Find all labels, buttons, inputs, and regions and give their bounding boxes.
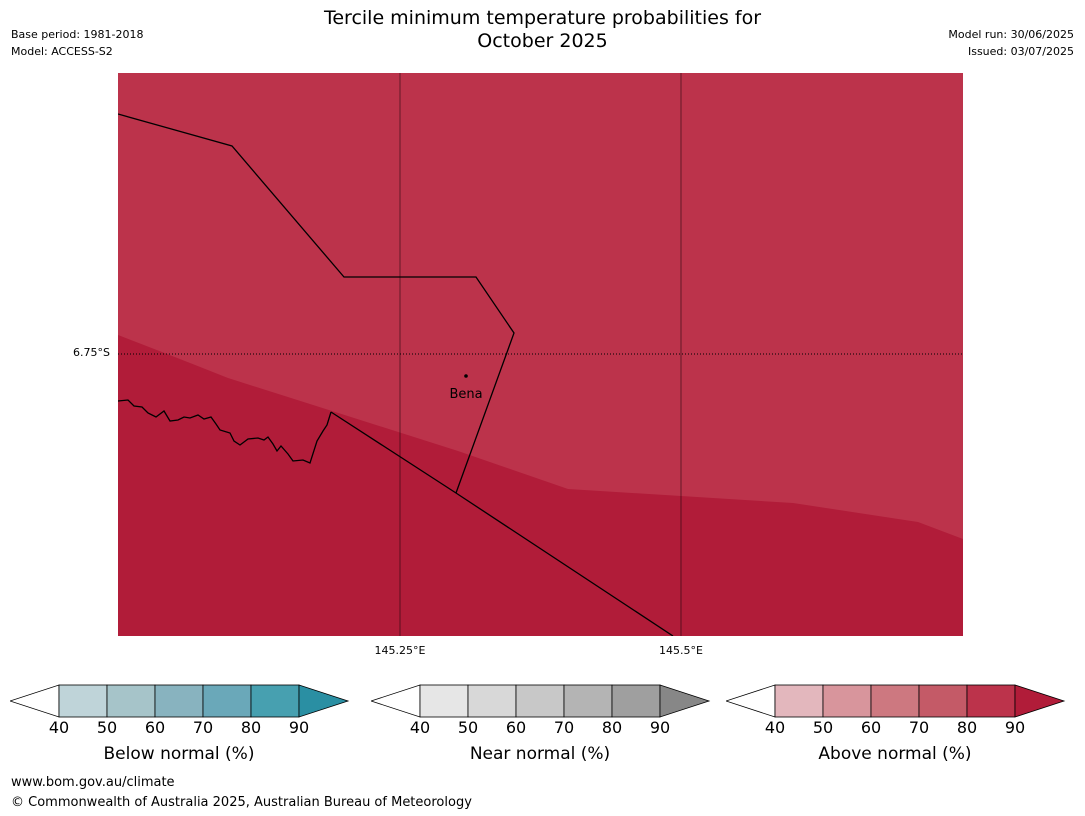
colorbar-above-normal (726, 684, 1066, 718)
colorbar-near-normal (371, 684, 711, 718)
footer-url: www.bom.gov.au/climate (11, 775, 175, 790)
colorbar-min-extend (371, 684, 421, 718)
river-course (118, 399, 332, 464)
province-boundary (118, 113, 515, 494)
probability-map (118, 73, 963, 636)
model-info: Base period: 1981-2018 Model: ACCESS-S2 (11, 26, 143, 60)
province-boundary-south (330, 411, 674, 636)
colorbar-tick: 70 (553, 718, 575, 737)
colorbar-tick: 60 (860, 718, 882, 737)
longitude-label-2: 145.5°E (659, 644, 703, 657)
place-label-bena: Bena (449, 387, 483, 402)
colorbar-tick: 80 (601, 718, 623, 737)
colorbar-caption-below: Below normal (%) (103, 744, 255, 764)
latitude-label: 6.75°S (73, 346, 110, 359)
colorbar-segment (966, 684, 1016, 718)
title-line-1: Tercile minimum temperature probabilitie… (323, 7, 762, 29)
colorbar-tick: 40 (409, 718, 431, 737)
map-area-above-90 (118, 335, 963, 636)
colorbar-tick: 90 (288, 718, 310, 737)
colorbar-segment (419, 684, 469, 718)
colorbar-min-extend (726, 684, 776, 718)
colorbar-tick: 60 (505, 718, 527, 737)
colorbar-min-extend (10, 684, 60, 718)
model-name-text: Model: ACCESS-S2 (11, 45, 113, 58)
colorbar-max-extend (659, 684, 711, 718)
map-title: Tercile minimum temperature probabilitie… (0, 7, 1085, 53)
colorbar-segment (822, 684, 872, 718)
colorbar-tick: 50 (96, 718, 118, 737)
model-run-text: Model run: 30/06/2025 (948, 28, 1074, 41)
colorbar-segment (467, 684, 517, 718)
colorbar-max-extend (1014, 684, 1066, 718)
colorbar-segment (870, 684, 920, 718)
colorbar-tick: 90 (649, 718, 671, 737)
run-info: Model run: 30/06/2025 Issued: 03/07/2025 (948, 26, 1074, 60)
footer-copyright: © Commonwealth of Australia 2025, Austra… (11, 795, 472, 810)
colorbar-max-extend (298, 684, 350, 718)
colorbar-tick: 50 (457, 718, 479, 737)
colorbar-tick: 80 (240, 718, 262, 737)
title-line-2: October 2025 (477, 30, 608, 52)
colorbar-tick: 40 (764, 718, 786, 737)
colorbar-tick: 90 (1004, 718, 1026, 737)
colorbar-tick: 80 (956, 718, 978, 737)
colorbar-tick: 70 (192, 718, 214, 737)
town-marker-bena (464, 374, 468, 378)
colorbar-segment (611, 684, 661, 718)
colorbar-caption-above: Above normal (%) (818, 744, 972, 764)
colorbar-segment (106, 684, 156, 718)
issued-date-text: Issued: 03/07/2025 (967, 45, 1074, 58)
colorbar-below-normal (10, 684, 350, 718)
colorbar-segment (58, 684, 108, 718)
colorbar-segment (563, 684, 613, 718)
colorbar-tick: 40 (48, 718, 70, 737)
colorbar-segment (202, 684, 252, 718)
colorbar-tick: 70 (908, 718, 930, 737)
colorbar-caption-near: Near normal (%) (469, 744, 611, 764)
longitude-label-1: 145.25°E (374, 644, 426, 657)
colorbar-segment (250, 684, 300, 718)
colorbar-segment (918, 684, 968, 718)
colorbar-segment (774, 684, 824, 718)
colorbar-tick: 50 (812, 718, 834, 737)
base-period-text: Base period: 1981-2018 (11, 28, 144, 41)
colorbar-segment (154, 684, 204, 718)
colorbar-tick: 60 (144, 718, 166, 737)
colorbar-segment (515, 684, 565, 718)
